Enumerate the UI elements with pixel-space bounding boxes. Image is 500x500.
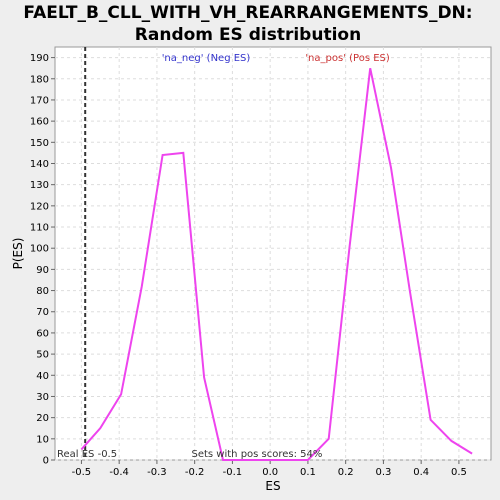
axis-ticks: 0 10 20 30 40 50 60 70 80 90 100 110 120 130 140 150 160… [30, 53, 467, 478]
y-tick-label: 140 [30, 159, 49, 170]
y-tick-label: 150 [30, 138, 49, 149]
x-tick-label: -0.2 [185, 467, 205, 478]
x-tick-label: -0.5 [72, 467, 92, 478]
y-axis-label: P(ES) [11, 238, 25, 270]
y-tick-label: 190 [30, 53, 49, 64]
y-tick-label: 40 [36, 371, 49, 382]
x-tick-label: -0.1 [223, 467, 243, 478]
x-tick-label: 0.1 [300, 467, 316, 478]
grid [55, 47, 491, 461]
y-tick-label: 160 [30, 117, 49, 128]
x-tick-label: 0.5 [451, 467, 467, 478]
chart-title-line2: Random ES distribution [135, 25, 361, 45]
y-tick-label: 130 [30, 180, 49, 191]
y-tick-label: 10 [36, 434, 49, 445]
pos-scores-annotation: Sets with pos scores: 54% [191, 449, 322, 460]
legend-pos-label: 'na_pos' (Pos ES) [305, 53, 390, 64]
real-es-annotation: Real ES -0.5 [57, 449, 117, 460]
y-tick-label: 120 [30, 201, 49, 212]
x-tick-label: -0.3 [147, 467, 167, 478]
y-tick-label: 110 [30, 223, 49, 234]
y-tick-label: 0 [43, 456, 49, 467]
x-axis-label: ES [265, 479, 280, 493]
y-tick-label: 50 [36, 350, 49, 361]
legend-neg-label: 'na_neg' (Neg ES) [162, 53, 251, 64]
y-tick-label: 100 [30, 244, 49, 255]
y-tick-label: 70 [36, 307, 49, 318]
x-tick-label: -0.4 [109, 467, 129, 478]
plot-area [54, 46, 492, 461]
y-tick-label: 90 [36, 265, 49, 276]
x-tick-label: 0.0 [262, 467, 278, 478]
y-tick-label: 180 [30, 74, 49, 85]
y-tick-label: 30 [36, 392, 49, 403]
series-line [80, 67, 473, 461]
chart-title-line1: FAELT_B_CLL_WITH_VH_REARRANGEMENTS_DN: [23, 3, 472, 23]
x-tick-label: 0.3 [375, 467, 391, 478]
x-tick-label: 0.4 [413, 467, 429, 478]
y-tick-label: 20 [36, 413, 49, 424]
y-tick-label: 80 [36, 286, 49, 297]
x-tick-label: 0.2 [338, 467, 354, 478]
y-tick-label: 60 [36, 328, 49, 339]
y-tick-label: 170 [30, 95, 49, 106]
